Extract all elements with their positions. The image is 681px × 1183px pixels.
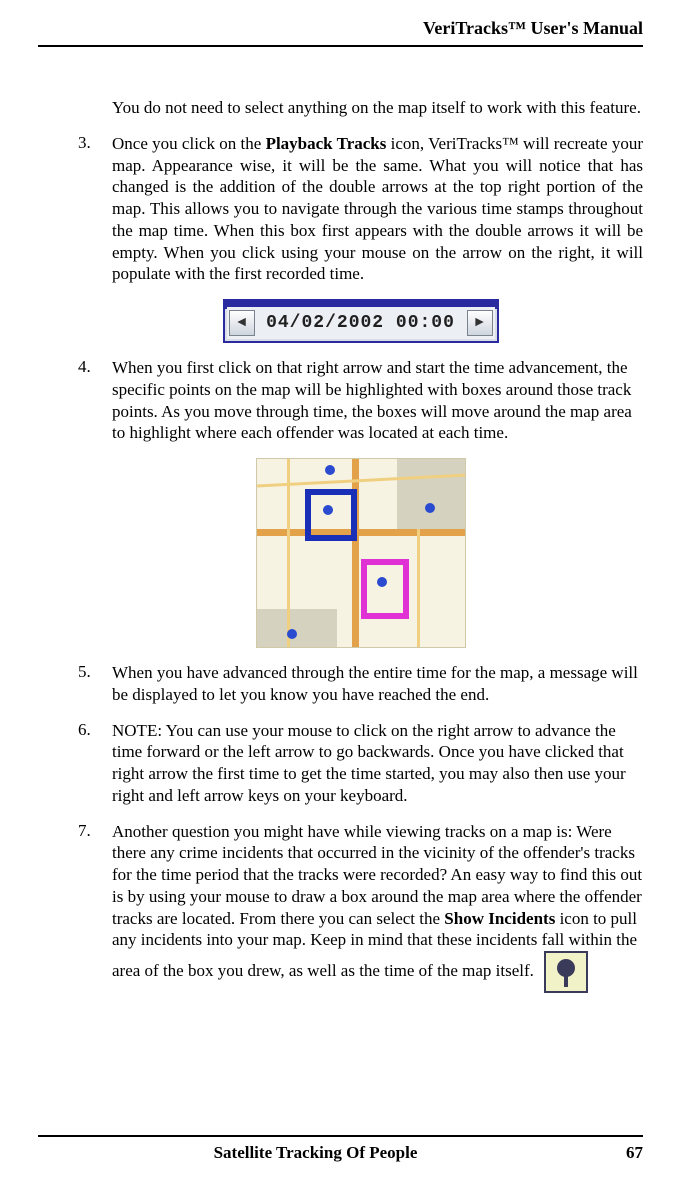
map-figure: [78, 458, 643, 648]
date-control: ◄ 04/02/2002 00:00 ►: [223, 299, 499, 343]
list-body: When you first click on that right arrow…: [112, 357, 643, 444]
track-point: [323, 505, 333, 515]
list-item-3: 3. Once you click on the Playback Tracks…: [78, 133, 643, 285]
list-item-5: 5. When you have advanced through the en…: [78, 662, 643, 706]
date-right-arrow-button[interactable]: ►: [467, 310, 493, 336]
map-region: [397, 459, 466, 529]
show-incidents-label: Show Incidents: [444, 909, 555, 928]
map: [256, 458, 466, 648]
list-number: 7.: [78, 821, 112, 994]
header-rule: [38, 45, 643, 47]
track-point: [287, 629, 297, 639]
track-point: [425, 503, 435, 513]
header-title: VeriTracks™ User's Manual: [38, 18, 643, 45]
track-point: [377, 577, 387, 587]
list-body: When you have advanced through the entir…: [112, 662, 643, 706]
pushpin-icon[interactable]: [544, 951, 588, 993]
intro-paragraph: You do not need to select anything on th…: [112, 97, 643, 119]
map-road: [417, 529, 420, 648]
track-highlight-blue: [305, 489, 357, 541]
content: You do not need to select anything on th…: [38, 97, 643, 993]
text-segment: Once you click on the: [112, 134, 266, 153]
list-item-6: 6. NOTE: You can use your mouse to click…: [78, 720, 643, 807]
list-body: NOTE: You can use your mouse to click on…: [112, 720, 643, 807]
list-number: 4.: [78, 357, 112, 444]
list-number: 6.: [78, 720, 112, 807]
date-control-figure: ◄ 04/02/2002 00:00 ►: [78, 299, 643, 343]
text-segment: icon, VeriTracks™ will recreate your map…: [112, 134, 643, 284]
map-road: [352, 459, 359, 648]
footer-line: Satellite Tracking Of People 67: [38, 1143, 643, 1163]
list-number: 3.: [78, 133, 112, 285]
track-point: [325, 465, 335, 475]
list-item-7: 7. Another question you might have while…: [78, 821, 643, 994]
footer-rule: [38, 1135, 643, 1137]
footer-center-text: Satellite Tracking Of People: [38, 1143, 593, 1163]
date-display: 04/02/2002 00:00: [257, 313, 465, 333]
date-control-inner: ◄ 04/02/2002 00:00 ►: [227, 307, 495, 339]
page-number: 67: [593, 1143, 643, 1163]
playback-tracks-label: Playback Tracks: [266, 134, 387, 153]
footer: Satellite Tracking Of People 67: [38, 1135, 643, 1163]
list-body: Once you click on the Playback Tracks ic…: [112, 133, 643, 285]
map-road: [287, 459, 290, 648]
list-item-4: 4. When you first click on that right ar…: [78, 357, 643, 444]
map-region: [257, 609, 337, 648]
date-left-arrow-button[interactable]: ◄: [229, 310, 255, 336]
track-highlight-pink: [361, 559, 409, 619]
list-body: Another question you might have while vi…: [112, 821, 643, 994]
pushpin-stem: [564, 973, 568, 987]
list-number: 5.: [78, 662, 112, 706]
